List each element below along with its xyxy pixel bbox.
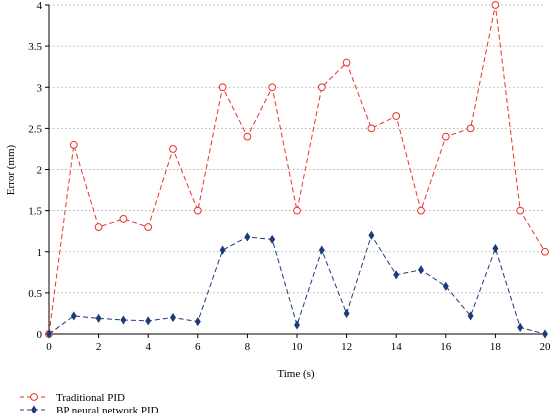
x-tick-label: 18 xyxy=(490,341,502,353)
data-point xyxy=(418,265,424,275)
data-point xyxy=(517,322,524,332)
y-tick-label: 2.5 xyxy=(28,123,42,135)
y-tick-label: 1.5 xyxy=(28,206,42,218)
data-point xyxy=(343,308,350,318)
data-point xyxy=(120,315,127,325)
data-point xyxy=(95,313,102,323)
legend-label: Traditional PID xyxy=(56,392,125,404)
data-point xyxy=(244,232,251,242)
data-point xyxy=(442,281,449,291)
y-axis-label: Error (mm) xyxy=(5,144,17,195)
legend-marker xyxy=(31,405,37,413)
legend-label: BP neural network PID xyxy=(56,405,159,413)
data-point xyxy=(269,234,276,244)
data-point xyxy=(467,311,474,321)
series-bp-neural-network-pid xyxy=(46,230,548,339)
legend-item: Traditional PID xyxy=(20,392,125,404)
series-layer xyxy=(45,1,549,339)
x-tick-label: 4 xyxy=(145,341,151,353)
data-point xyxy=(317,83,326,92)
data-point xyxy=(268,83,277,92)
y-tick-label: 0 xyxy=(37,329,43,341)
x-tick-label: 20 xyxy=(540,341,550,353)
y-tick-label: 3 xyxy=(37,82,43,94)
data-point xyxy=(193,206,202,215)
data-point xyxy=(393,270,400,280)
data-point xyxy=(318,245,325,255)
y-tick-label: 0.5 xyxy=(28,288,42,300)
y-tick-label: 1 xyxy=(37,247,43,259)
x-tick-label: 12 xyxy=(341,341,352,353)
x-tick-label: 8 xyxy=(245,341,251,353)
series-line xyxy=(48,234,546,335)
x-tick-label: 2 xyxy=(96,341,102,353)
series-line xyxy=(48,4,546,335)
x-tick-label: 0 xyxy=(46,341,52,353)
data-point xyxy=(243,132,252,141)
y-tick-label: 4 xyxy=(37,0,43,12)
data-point xyxy=(170,312,176,323)
y-tick-label: 2 xyxy=(37,165,43,177)
data-point xyxy=(194,317,201,327)
data-point xyxy=(368,230,375,240)
y-tick-label: 3.5 xyxy=(28,41,42,53)
data-point xyxy=(367,124,376,133)
data-point xyxy=(94,223,103,231)
data-point xyxy=(491,1,500,9)
data-point xyxy=(144,223,153,231)
data-point xyxy=(169,145,177,153)
grid-lines xyxy=(49,4,545,294)
x-tick-label: 14 xyxy=(391,341,403,353)
data-point xyxy=(466,124,475,133)
data-point xyxy=(218,83,227,92)
data-point xyxy=(342,58,351,67)
x-tick-label: 6 xyxy=(195,341,201,353)
data-point xyxy=(392,112,401,120)
data-point xyxy=(219,245,226,255)
data-point xyxy=(542,329,548,339)
x-tick-label: 10 xyxy=(292,341,304,353)
x-axis-label: Time (s) xyxy=(277,368,315,380)
data-point xyxy=(70,311,77,321)
legend-item: BP neural network PID xyxy=(20,405,159,413)
data-point xyxy=(46,329,52,339)
data-point xyxy=(119,214,128,223)
tick-labels: 0 2 4 6 8 10 12 14 16 18 20 0 0.5 1 1.5 2 2.5 3 3.5 4 xyxy=(28,0,550,353)
x-tick-label: 16 xyxy=(440,341,452,353)
data-point xyxy=(516,206,525,215)
data-point xyxy=(69,140,78,149)
legend-marker xyxy=(30,393,38,401)
data-point xyxy=(417,206,425,215)
data-point xyxy=(441,132,450,141)
axes xyxy=(45,4,546,338)
data-point xyxy=(492,243,499,254)
data-point xyxy=(294,320,300,330)
data-point xyxy=(293,206,301,215)
data-point xyxy=(145,316,152,326)
data-point xyxy=(541,247,549,256)
